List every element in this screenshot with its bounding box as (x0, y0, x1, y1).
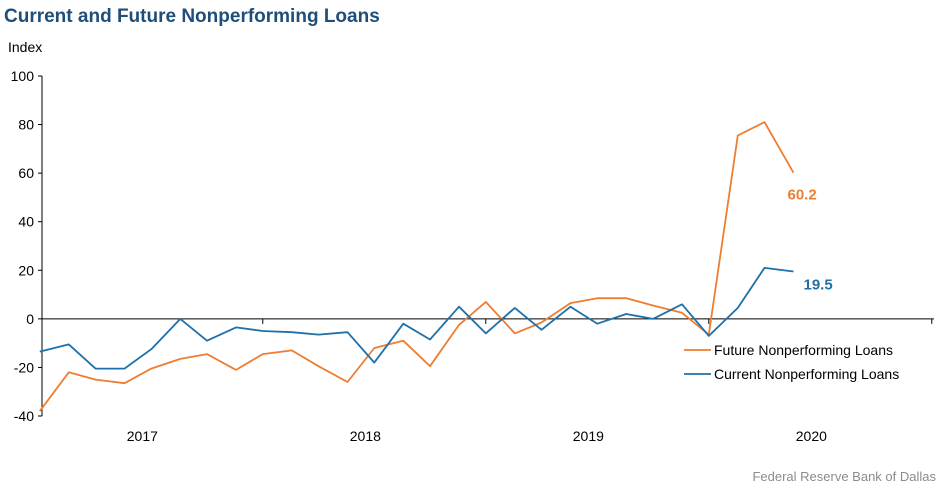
y-tick-label: -20 (14, 359, 34, 375)
x-tick-label: 2017 (127, 428, 158, 444)
x-tick-label: 2020 (796, 428, 827, 444)
axes: -40 -20 0 20 40 60 80 100 Index 2017 2018 2019 2020 (8, 39, 934, 444)
x-tick-label: 2018 (350, 428, 381, 444)
legend-label-future: Future Nonperforming Loans (714, 342, 893, 358)
y-axis-label: Index (8, 39, 42, 55)
end-value-label-current: 19.5 (804, 277, 833, 294)
legend: Future Nonperforming Loans Current Nonper… (684, 342, 899, 382)
chart-title: Current and Future Nonperforming Loans (4, 6, 380, 27)
y-tick-label: 100 (11, 68, 35, 84)
y-tick-label: 0 (26, 311, 34, 327)
series-line-future (39, 121, 795, 412)
x-tick-label: 2019 (573, 428, 604, 444)
y-tick-label: 40 (18, 214, 34, 230)
y-tick-label: 20 (18, 262, 34, 278)
series-lines: 60.2 19.5 (39, 121, 833, 412)
legend-label-current: Current Nonperforming Loans (714, 366, 899, 382)
source-note: Federal Reserve Bank of Dallas (752, 469, 936, 484)
y-tick-label: 80 (18, 117, 34, 133)
end-value-label-future: 60.2 (788, 187, 817, 204)
y-tick-label: 60 (18, 165, 34, 181)
series-line-current (39, 267, 794, 370)
y-tick-label: -40 (14, 408, 34, 424)
